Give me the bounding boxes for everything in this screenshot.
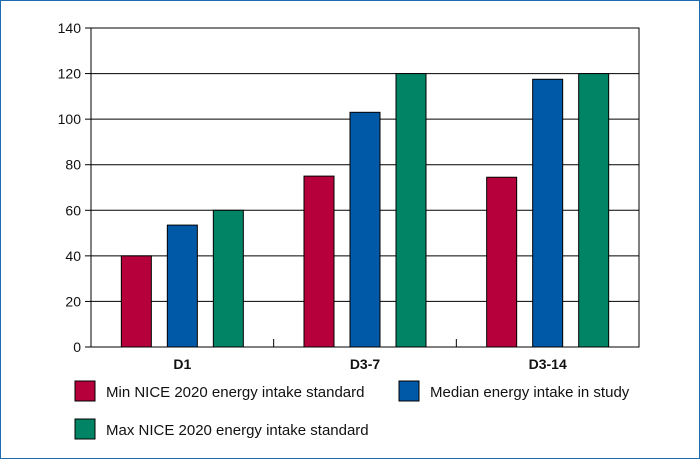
bar-D3-7-series-0: [303, 175, 335, 348]
y-tick-label: 60: [65, 202, 81, 218]
bar-D1-series-0: [120, 255, 152, 348]
legend-label: Max NICE 2020 energy intake standard: [106, 422, 369, 439]
legend-swatch: [74, 418, 96, 440]
x-category-label: D1: [173, 356, 191, 372]
y-tick-label: 140: [58, 20, 82, 36]
x-axis-ticks: D1 D3-7 D3-14: [173, 339, 567, 372]
y-tick-label: 40: [65, 248, 81, 264]
y-axis-ticks: 0 20 40 60 80 100 120 140: [58, 20, 91, 355]
bar-D1-series-2: [212, 209, 244, 348]
bar-D1-series-1: [166, 224, 198, 348]
bars: [120, 73, 610, 348]
x-category-label: D3-14: [529, 356, 567, 372]
bar-D3-14-series-2: [578, 73, 610, 348]
y-tick-label: 120: [58, 66, 82, 82]
bar-D3-14-series-1: [532, 78, 564, 348]
y-tick-label: 80: [65, 157, 81, 173]
y-tick-label: 20: [65, 293, 81, 309]
legend: Min NICE 2020 energy intake standard Medi…: [74, 380, 630, 440]
bar-D3-7-series-1: [349, 111, 381, 348]
bar-D3-7-series-2: [395, 73, 427, 348]
bar-D3-14-series-0: [486, 176, 518, 348]
y-tick-label: 0: [73, 339, 81, 355]
legend-swatch: [398, 380, 420, 402]
plot-area-border: [90, 27, 640, 348]
y-tick-label: 100: [58, 111, 82, 127]
legend-swatch: [74, 380, 96, 402]
legend-label: Median energy intake in study: [430, 384, 630, 401]
x-category-label: D3-7: [350, 356, 381, 372]
legend-label: Min NICE 2020 energy intake standard: [106, 384, 364, 401]
